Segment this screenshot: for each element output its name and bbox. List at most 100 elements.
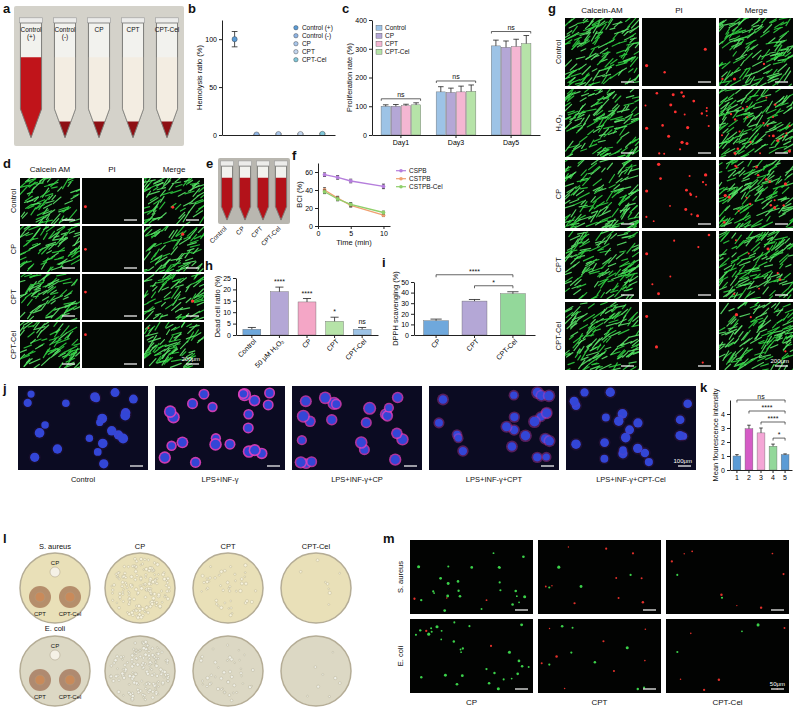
cell-streak: [42, 339, 47, 340]
cell-streak: [565, 214, 570, 223]
tube-label: CP: [234, 225, 245, 236]
cell-dot: [84, 291, 87, 294]
cell-streak: [144, 354, 150, 357]
cell-dot: [737, 148, 739, 150]
cell-dot: [669, 275, 671, 277]
cell-streak: [784, 273, 790, 278]
cell-streak: [768, 195, 777, 199]
cell-streak: [719, 258, 723, 262]
cell-streak: [179, 212, 185, 218]
cell-streak: [764, 120, 769, 126]
cell-streak: [602, 154, 608, 157]
cell-streak: [180, 308, 189, 310]
cell-streak: [611, 290, 618, 292]
cell-streak: [154, 315, 159, 319]
cell-streak: [777, 127, 788, 131]
cell-streak: [766, 129, 777, 133]
tube: [156, 23, 177, 138]
cell-streak: [46, 210, 55, 216]
cell-streak: [733, 52, 736, 56]
cell-streak: [743, 222, 750, 228]
photo: [14, 6, 184, 146]
cell-streak: [192, 262, 196, 266]
cell-streak: [77, 254, 80, 258]
cell-streak: [574, 289, 581, 294]
cell-dot: [669, 205, 671, 207]
cell-streak: [719, 188, 724, 191]
cell-dot: [680, 141, 683, 144]
cell-dot: [684, 114, 686, 116]
cell-streak: [74, 343, 80, 345]
cell-streak: [176, 204, 181, 209]
cell-streak: [750, 275, 756, 276]
cell-streak: [611, 234, 617, 239]
scale-bar: [698, 294, 711, 295]
cell-dot: [767, 125, 769, 127]
cell-streak: [74, 232, 80, 236]
cell-streak: [589, 295, 598, 299]
cell-streak: [758, 55, 761, 59]
cell-dot: [690, 213, 692, 215]
cell-streak: [720, 250, 727, 257]
cell-streak: [57, 363, 63, 368]
micrograph-background: [82, 178, 142, 224]
cell-streak: [583, 256, 593, 260]
cell-dot: [772, 134, 775, 137]
cell-streak: [765, 265, 773, 267]
cell-streak: [583, 177, 590, 185]
cell-streak: [786, 122, 793, 129]
micrograph-background: [642, 160, 716, 228]
cell-streak: [577, 112, 582, 119]
cell-streak: [727, 160, 738, 164]
cell-streak: [173, 278, 184, 281]
cell-dot: [692, 100, 695, 103]
micrograph-background: [719, 18, 793, 86]
cell-streak: [777, 160, 783, 164]
cell-streak: [74, 279, 77, 285]
cell-streak: [193, 211, 202, 217]
tube-label-line: (+): [27, 33, 35, 41]
cell-streak: [741, 47, 749, 57]
cell-streak: [726, 29, 730, 35]
cell-streak: [630, 276, 638, 281]
tube-label: Control(-): [55, 26, 77, 41]
cell-streak: [729, 39, 734, 41]
cell-streak: [770, 52, 776, 53]
cell-streak: [565, 272, 571, 275]
cell-streak: [61, 326, 69, 336]
cell-streak: [734, 150, 739, 152]
cell-streak: [620, 251, 625, 252]
cell-streak: [20, 322, 27, 326]
cell-streak: [767, 73, 779, 77]
cell-streak: [727, 136, 737, 142]
cell-dot: [673, 240, 675, 242]
tube: [20, 23, 41, 138]
cell-streak: [145, 325, 149, 329]
cell-streak: [592, 18, 596, 22]
micrograph: [82, 178, 142, 224]
cell-streak: [68, 226, 77, 230]
cell-streak: [740, 262, 750, 266]
cell-streak: [634, 51, 639, 55]
cell-streak: [606, 39, 615, 44]
cell-streak: [63, 282, 72, 284]
micrograph: [20, 322, 80, 368]
cell-streak: [754, 26, 761, 30]
background: [0, 0, 798, 713]
cell-streak: [38, 304, 44, 307]
cell-streak: [621, 148, 627, 152]
cell-dot: [721, 78, 723, 80]
tube-cap: [238, 161, 251, 166]
cell-streak: [570, 200, 579, 203]
cell-dot: [768, 135, 770, 137]
cell-streak: [634, 111, 639, 116]
cell-streak: [630, 38, 636, 39]
cell-streak: [773, 69, 777, 73]
cell-dot: [721, 134, 723, 136]
cell-streak: [782, 182, 789, 188]
cell-streak: [565, 141, 573, 151]
cell-dot: [684, 208, 687, 211]
cell-streak: [602, 207, 608, 214]
cell-streak: [611, 106, 619, 116]
cell-streak: [162, 277, 171, 284]
